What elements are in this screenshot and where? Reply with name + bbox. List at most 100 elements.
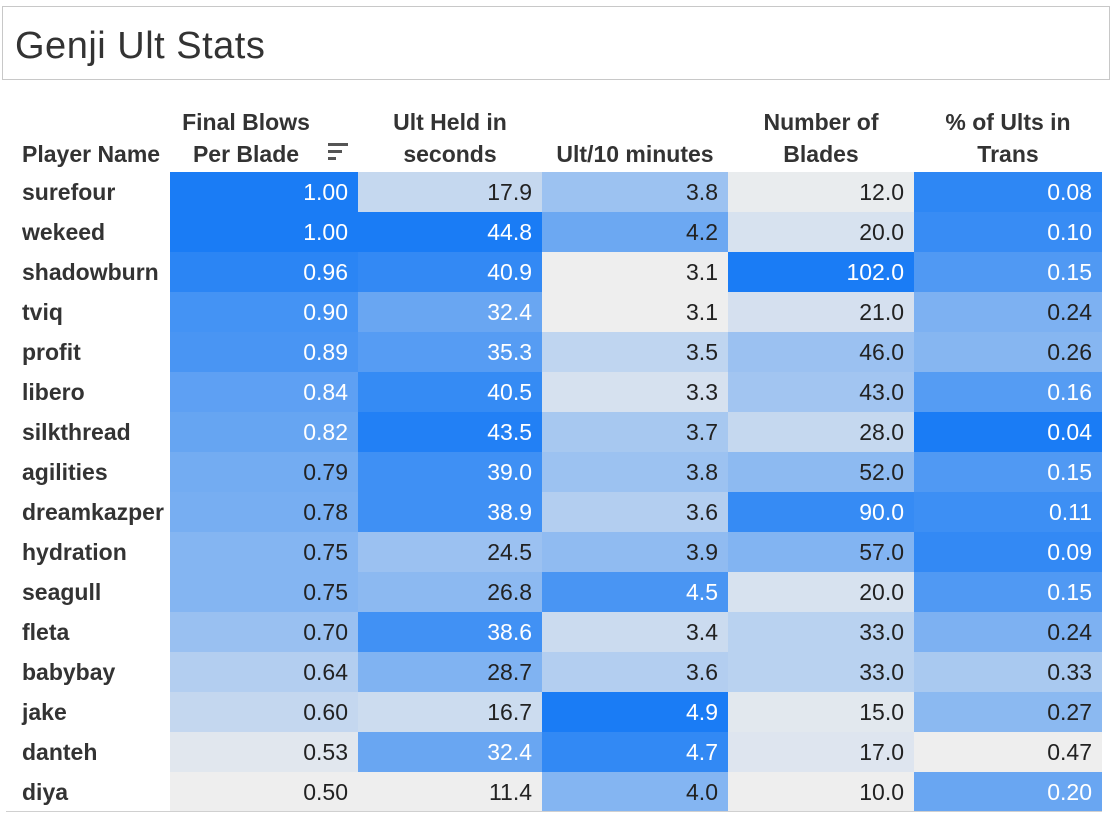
table-cell-held: 40.5 [358,372,542,412]
table-cell-held: 43.5 [358,412,542,452]
column-header-fb[interactable]: Final Blows Per Blade [170,100,358,170]
table-cell-rate: 3.4 [542,612,728,652]
table-row: babybay 0.64 28.7 3.6 33.0 0.33 [0,652,1104,692]
table-cell-trans: 0.16 [914,372,1102,412]
table-cell-rate: 3.9 [542,532,728,572]
table-cell-blades: 12.0 [728,172,914,212]
player-name-cell: diya [22,779,69,805]
column-header-line: % of Ults in [945,109,1071,135]
table-cell-blades: 20.0 [728,572,914,612]
player-name-cell: shadowburn [22,259,159,285]
table-cell-trans: 0.26 [914,332,1102,372]
player-name-cell: hydration [22,539,127,565]
table-cell-held: 28.7 [358,652,542,692]
table-cell-blades: 33.0 [728,612,914,652]
table-cell-blades: 17.0 [728,732,914,772]
table-cell-trans: 0.09 [914,532,1102,572]
column-header-line: Blades [783,141,859,167]
table-row: jake 0.60 16.7 4.9 15.0 0.27 [0,692,1104,732]
player-name-cell: silkthread [22,419,131,445]
table-cell-trans: 0.24 [914,612,1102,652]
table-row: tviq 0.90 32.4 3.1 21.0 0.24 [0,292,1104,332]
table-cell-fb: 0.96 [170,252,358,292]
table-cell-rate: 4.9 [542,692,728,732]
column-header-rate[interactable]: Ult/10 minutes [542,100,728,170]
table-cell-trans: 0.11 [914,492,1102,532]
table-row: hydration 0.75 24.5 3.9 57.0 0.09 [0,532,1104,572]
table-row: profit 0.89 35.3 3.5 46.0 0.26 [0,332,1104,372]
table-row: wekeed 1.00 44.8 4.2 20.0 0.10 [0,212,1104,252]
table-cell-held: 39.0 [358,452,542,492]
table-cell-rate: 4.5 [542,572,728,612]
player-name-cell: jake [22,699,67,725]
table-cell-held: 26.8 [358,572,542,612]
table-cell-fb: 0.84 [170,372,358,412]
sort-descending-icon[interactable] [328,142,350,162]
table-cell-fb: 0.70 [170,612,358,652]
table-cell-trans: 0.08 [914,172,1102,212]
table-cell-trans: 0.15 [914,252,1102,292]
table-row: libero 0.84 40.5 3.3 43.0 0.16 [0,372,1104,412]
player-name-cell: tviq [22,299,63,325]
table-cell-rate: 3.6 [542,652,728,692]
column-header-held[interactable]: Ult Held in seconds [358,100,542,170]
player-name-cell: babybay [22,659,116,685]
table-cell-held: 38.6 [358,612,542,652]
table-cell-fb: 1.00 [170,212,358,252]
table-cell-held: 16.7 [358,692,542,732]
table-cell-held: 35.3 [358,332,542,372]
table-cell-trans: 0.24 [914,292,1102,332]
player-name-cell: wekeed [22,219,106,245]
table-cell-fb: 0.75 [170,572,358,612]
table-cell-rate: 4.2 [542,212,728,252]
table-row: shadowburn 0.96 40.9 3.1 102.0 0.15 [0,252,1104,292]
column-header-name[interactable]: Player Name [22,100,170,170]
player-name-cell: surefour [22,179,116,205]
table-cell-blades: 15.0 [728,692,914,732]
column-header-blades[interactable]: Number of Blades [728,100,914,170]
table-cell-fb: 0.79 [170,452,358,492]
table-cell-rate: 3.3 [542,372,728,412]
table-cell-fb: 0.78 [170,492,358,532]
table-cell-trans: 0.15 [914,452,1102,492]
table-cell-blades: 46.0 [728,332,914,372]
table-cell-trans: 0.47 [914,732,1102,772]
table-cell-blades: 28.0 [728,412,914,452]
table-cell-blades: 102.0 [728,252,914,292]
player-name-cell: agilities [22,459,108,485]
table-row: seagull 0.75 26.8 4.5 20.0 0.15 [0,572,1104,612]
table-cell-trans: 0.15 [914,572,1102,612]
column-header-line: Ult Held in [393,109,507,135]
table-cell-rate: 4.0 [542,772,728,812]
table-cell-rate: 3.5 [542,332,728,372]
table-cell-blades: 21.0 [728,292,914,332]
table-row: agilities 0.79 39.0 3.8 52.0 0.15 [0,452,1104,492]
table-cell-fb: 0.64 [170,652,358,692]
table-cell-blades: 33.0 [728,652,914,692]
table-cell-trans: 0.04 [914,412,1102,452]
table-cell-fb: 0.82 [170,412,358,452]
column-header-line: Number of [763,109,879,135]
table-cell-trans: 0.27 [914,692,1102,732]
table-cell-rate: 3.8 [542,452,728,492]
table-cell-rate: 3.8 [542,172,728,212]
column-header-trans[interactable]: % of Ults in Trans [914,100,1102,170]
table-row: dreamkazper 0.78 38.9 3.6 90.0 0.11 [0,492,1104,532]
table-cell-blades: 52.0 [728,452,914,492]
table-cell-fb: 0.75 [170,532,358,572]
table-cell-blades: 57.0 [728,532,914,572]
table-cell-fb: 1.00 [170,172,358,212]
table-cell-rate: 4.7 [542,732,728,772]
column-header-line: Ult/10 minutes [556,141,714,167]
table-row: silkthread 0.82 43.5 3.7 28.0 0.04 [0,412,1104,452]
table-cell-held: 11.4 [358,772,542,812]
table-cell-trans: 0.10 [914,212,1102,252]
table-cell-held: 17.9 [358,172,542,212]
table-row: danteh 0.53 32.4 4.7 17.0 0.47 [0,732,1104,772]
column-header-line: Trans [977,141,1039,167]
table-cell-held: 32.4 [358,732,542,772]
table-row: fleta 0.70 38.6 3.4 33.0 0.24 [0,612,1104,652]
table-cell-blades: 43.0 [728,372,914,412]
column-header-line: Final Blows [182,109,310,135]
table-cell-blades: 20.0 [728,212,914,252]
